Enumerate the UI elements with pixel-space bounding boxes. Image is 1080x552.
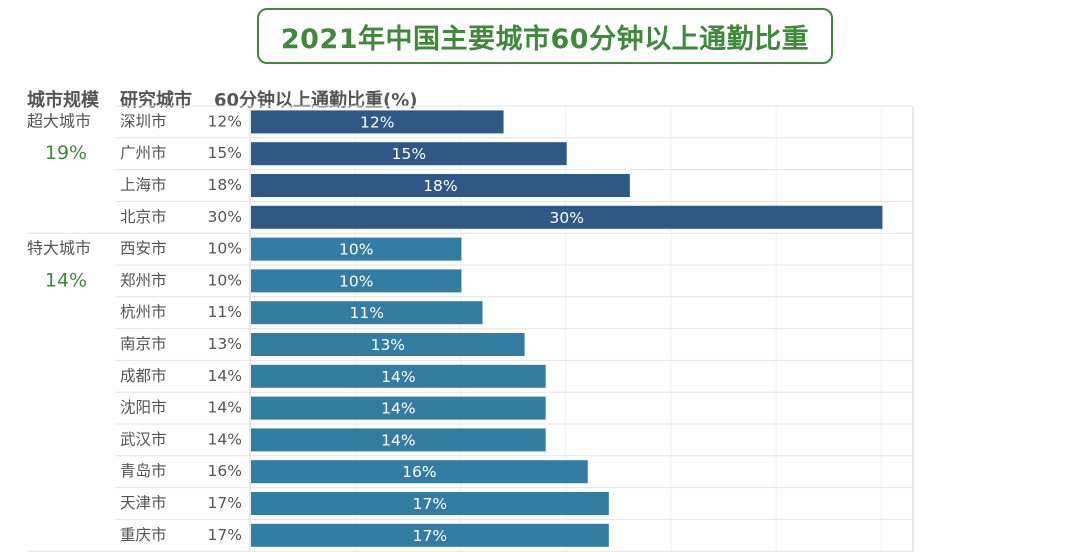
bar-data-label: 13% — [371, 336, 405, 354]
header-city-size: 城市规模 — [27, 90, 99, 111]
bar — [251, 333, 525, 356]
city-label: 青岛市 — [120, 462, 167, 480]
bar — [251, 523, 609, 547]
row-value-label: 13% — [208, 335, 242, 353]
row-value-label: 18% — [208, 176, 242, 194]
row-value-label: 30% — [208, 208, 242, 226]
row-value-label: 14% — [208, 399, 242, 417]
bar — [251, 174, 630, 197]
bar — [251, 205, 883, 229]
bar — [251, 301, 483, 325]
bar-data-label: 10% — [339, 272, 373, 290]
city-label: 天津市 — [120, 494, 167, 512]
group-average-value: 14% — [45, 269, 87, 291]
bar-data-label: 17% — [413, 527, 447, 545]
row-value-label: 15% — [208, 144, 242, 162]
group-label: 特大城市 — [27, 239, 91, 258]
city-label: 北京市 — [120, 208, 167, 226]
bar — [251, 396, 546, 420]
group-label: 超大城市 — [27, 111, 91, 130]
city-label: 西安市 — [120, 240, 167, 258]
bar — [251, 142, 567, 166]
city-label: 成都市 — [120, 367, 167, 385]
city-label: 武汉市 — [120, 430, 167, 448]
row-value-label: 14% — [208, 367, 242, 385]
bar — [251, 110, 504, 134]
bar — [251, 364, 546, 388]
city-label: 郑州市 — [120, 271, 167, 289]
city-label: 广州市 — [120, 144, 167, 162]
row-value-label: 11% — [208, 303, 242, 321]
row-value-label: 10% — [208, 271, 242, 289]
bar-data-label: 10% — [339, 241, 373, 259]
bar — [251, 237, 462, 261]
city-label: 杭州市 — [120, 303, 167, 321]
city-label: 重庆市 — [120, 526, 167, 544]
bar-data-label: 11% — [350, 304, 384, 322]
bar — [251, 269, 462, 293]
bar-data-label: 14% — [381, 368, 415, 386]
city-label: 上海市 — [120, 176, 167, 194]
bar-data-label: 17% — [413, 495, 447, 513]
bar — [251, 492, 609, 515]
city-label: 深圳市 — [120, 112, 167, 130]
row-value-label: 14% — [208, 430, 242, 448]
bar-data-label: 15% — [392, 145, 426, 163]
bar — [251, 460, 588, 484]
city-label: 沈阳市 — [120, 399, 167, 417]
bar-data-label: 14% — [381, 431, 415, 449]
chart-title: 2021年中国主要城市60分钟以上通勤比重 — [257, 8, 833, 64]
bar-data-label: 14% — [381, 400, 415, 418]
row-value-label: 10% — [208, 240, 242, 258]
row-value-label: 17% — [208, 494, 242, 512]
bar-data-label: 12% — [360, 113, 394, 131]
row-value-label: 12% — [208, 112, 242, 130]
city-label: 南京市 — [120, 335, 167, 353]
group-average-value: 19% — [45, 142, 87, 164]
bar-data-label: 18% — [423, 177, 457, 195]
bar — [251, 428, 546, 452]
bar-data-label: 30% — [549, 209, 583, 227]
row-value-label: 16% — [208, 462, 242, 480]
bar-data-label: 16% — [402, 463, 436, 481]
row-value-label: 17% — [208, 526, 242, 544]
